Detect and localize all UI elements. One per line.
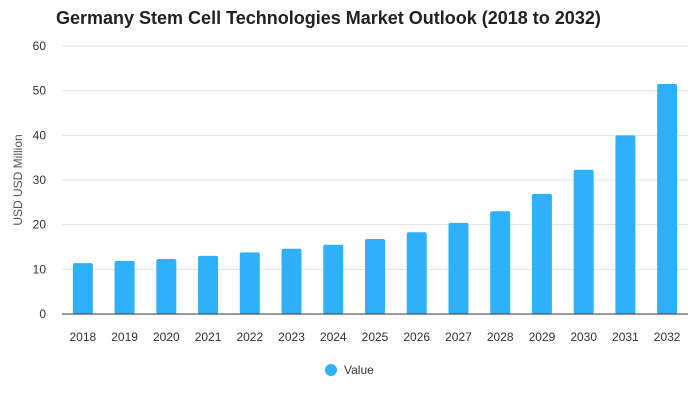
bar-2021[interactable] <box>198 255 219 314</box>
y-tick-label: 60 <box>33 39 47 53</box>
legend-label-value: Value <box>344 363 374 377</box>
x-tick-label: 2028 <box>487 330 514 344</box>
bar-2031[interactable] <box>615 135 636 314</box>
bar-2027[interactable] <box>448 222 469 314</box>
chart-title: Germany Stem Cell Technologies Market Ou… <box>56 8 601 28</box>
bar-2025[interactable] <box>365 238 385 314</box>
x-axis-ticks: 2018 2019 2020 2021 2022 2023 2024 2025 2026 2027… <box>70 330 681 344</box>
y-axis-ticks: 0 10 20 30 40 50 60 <box>33 39 47 321</box>
x-tick-label: 2030 <box>570 330 597 344</box>
bar-2029[interactable] <box>531 193 552 314</box>
bar-2030[interactable] <box>573 169 594 314</box>
x-tick-label: 2019 <box>111 330 138 344</box>
x-tick-label: 2027 <box>445 330 472 344</box>
y-tick-label: 40 <box>33 128 47 142</box>
bar-2032[interactable] <box>657 83 678 314</box>
bar-2028[interactable] <box>490 211 511 314</box>
x-tick-label: 2022 <box>236 330 263 344</box>
bar-2020[interactable] <box>156 259 177 314</box>
gridlines <box>62 45 688 270</box>
y-tick-label: 50 <box>33 84 47 98</box>
x-tick-label: 2029 <box>529 330 556 344</box>
y-tick-label: 10 <box>33 262 47 276</box>
bar-2022[interactable] <box>239 252 260 314</box>
x-tick-label: 2025 <box>362 330 389 344</box>
bar-2019[interactable] <box>114 260 135 314</box>
bar-2018[interactable] <box>72 263 93 314</box>
legend-marker-value <box>325 364 337 376</box>
y-tick-label: 20 <box>33 218 47 232</box>
x-tick-label: 2021 <box>195 330 222 344</box>
x-tick-label: 2018 <box>70 330 97 344</box>
x-tick-label: 2032 <box>654 330 681 344</box>
y-tick-label: 0 <box>39 307 46 321</box>
bar-2026[interactable] <box>406 232 427 314</box>
x-tick-label: 2024 <box>320 330 347 344</box>
x-tick-label: 2026 <box>403 330 430 344</box>
x-tick-label: 2031 <box>612 330 639 344</box>
bar-2024[interactable] <box>323 244 344 314</box>
y-tick-label: 30 <box>33 173 47 187</box>
y-axis-title: USD USD Million <box>11 134 25 225</box>
bars <box>72 83 678 314</box>
legend[interactable]: Value <box>325 363 374 377</box>
bar-2023[interactable] <box>281 248 302 314</box>
x-tick-label: 2020 <box>153 330 180 344</box>
x-tick-label: 2023 <box>278 330 305 344</box>
